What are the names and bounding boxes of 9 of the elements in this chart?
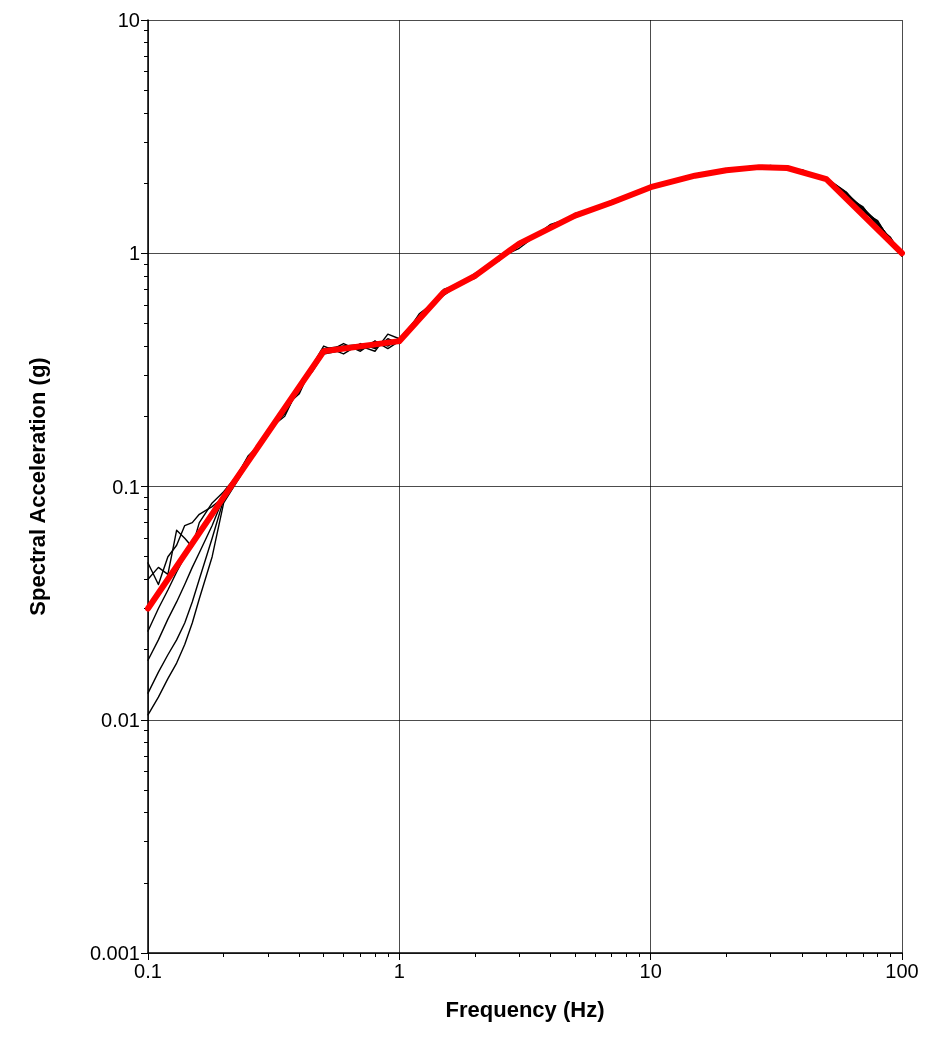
x-axis-title: Frequency (Hz) bbox=[445, 996, 605, 1022]
y-tick-label: 0.1 bbox=[112, 475, 140, 498]
y-tick-label: 0.01 bbox=[101, 708, 140, 731]
y-tick-label: 10 bbox=[117, 9, 140, 31]
y-axis-title: Spectral Acceleration (g) bbox=[24, 357, 50, 616]
x-tick-label: 1 bbox=[393, 960, 405, 982]
x-tick-label: 100 bbox=[885, 960, 919, 982]
x-tick-label: 10 bbox=[639, 960, 662, 982]
y-tick-label: 1 bbox=[128, 242, 140, 265]
